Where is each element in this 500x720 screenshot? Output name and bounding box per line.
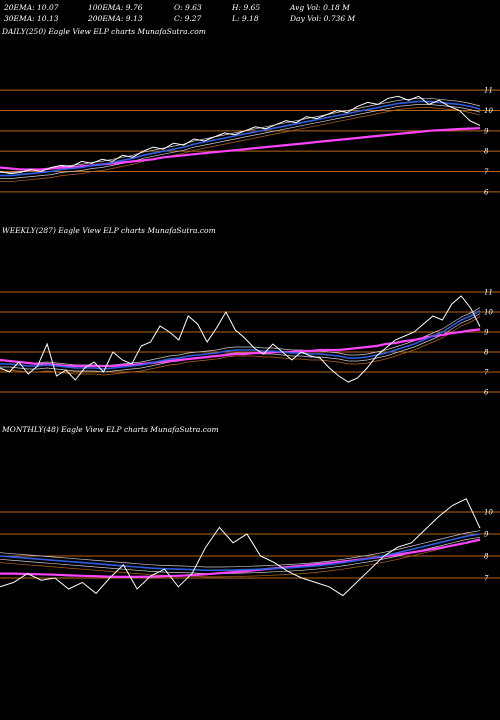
y-tick-label: 8 <box>484 148 489 156</box>
ema-band-line <box>0 104 481 179</box>
weekly-panel-label: WEEKLY(287) Eagle View ELP charts Munafa… <box>2 226 216 235</box>
y-tick-label: 9 <box>484 531 489 539</box>
ema-band-line <box>0 536 481 574</box>
y-tick-label: 6 <box>484 188 489 196</box>
y-tick-label: 7 <box>484 575 489 583</box>
ema-slow-line <box>0 328 481 368</box>
ema20-readout: 20EMA: 10.07 <box>4 3 59 12</box>
monthly-panel-label: MONTHLY(48) Eagle View ELP charts Munafa… <box>2 425 219 434</box>
weekly-chart: 6 7 8 9 10 11 <box>0 289 500 397</box>
y-tick-label: 8 <box>484 349 489 357</box>
ema-band-line <box>0 307 481 367</box>
y-tick-label: 6 <box>484 389 489 397</box>
ema-slow-line <box>0 127 481 171</box>
y-tick-label: 11 <box>484 289 493 297</box>
price-line <box>0 498 481 597</box>
low-readout: L: 9.18 <box>232 14 259 23</box>
ema-band-line <box>0 97 481 173</box>
ema-fast-line <box>0 309 481 370</box>
monthly-chart: 7 8 9 10 <box>0 498 500 597</box>
ema-fast-line <box>0 533 481 572</box>
ema-band-line <box>0 540 481 578</box>
daily-chart: 6 7 8 9 10 11 <box>0 87 500 196</box>
ema-slow-line <box>0 538 481 579</box>
y-tick-label: 10 <box>484 509 493 517</box>
y-tick-label: 11 <box>484 87 493 95</box>
y-tick-label: 10 <box>484 309 493 317</box>
ema-fast-line <box>0 100 481 177</box>
ema-band-line <box>0 530 481 568</box>
open-readout: O: 9.63 <box>174 3 202 12</box>
price-line <box>0 95 481 175</box>
price-line <box>0 295 481 383</box>
y-tick-label: 10 <box>484 107 493 115</box>
y-tick-label: 9 <box>484 127 489 135</box>
day-vol-readout: Day Vol: 0.736 M <box>290 14 356 23</box>
ema100-readout: 100EMA: 9.76 <box>88 3 143 12</box>
y-tick-label: 7 <box>484 369 489 377</box>
y-tick-label: 7 <box>484 168 489 176</box>
y-tick-label: 9 <box>484 329 489 337</box>
ema-band-line <box>0 107 481 183</box>
y-tick-label: 8 <box>484 553 489 561</box>
ema30-readout: 30EMA: 10.13 <box>4 14 59 23</box>
avg-vol-readout: Avg Vol: 0.18 M <box>290 3 350 12</box>
high-readout: H: 9.65 <box>232 3 261 12</box>
close-readout: C: 9.27 <box>174 14 202 23</box>
daily-panel-label: DAILY(250) Eagle View ELP charts MunafaS… <box>2 27 206 36</box>
ema200-readout: 200EMA: 9.13 <box>88 14 143 23</box>
